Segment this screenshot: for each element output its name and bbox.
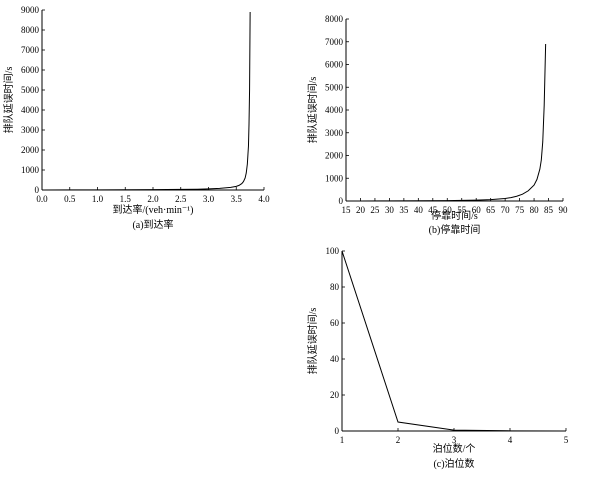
x-tick-label: 1.5 — [120, 194, 132, 204]
series-line — [341, 250, 567, 432]
chart-c: 1 2 3 4 5 0 20 40 60 80 100 泊位数/个 排队延误时间/s (c)泊位数 — [306, 246, 569, 470]
x-tick-label: 4.0 — [258, 194, 270, 204]
y-tick-label: 1000 — [325, 173, 344, 183]
y-tick-label: 7000 — [21, 45, 40, 55]
x-tick-label: 75 — [515, 205, 525, 215]
y-tick-label: 8000 — [325, 14, 344, 24]
series-line — [41, 11, 251, 191]
x-axis-label: 到达率/(veh·min⁻¹) — [112, 203, 193, 216]
x-tick-label: 0.5 — [64, 194, 76, 204]
x-tick-label: 60 — [472, 205, 482, 215]
x-tick-label: 15 — [342, 205, 352, 215]
x-tick-label: 3.0 — [203, 194, 215, 204]
y-tick-label: 3000 — [325, 128, 344, 138]
x-tick-label: 70 — [501, 205, 511, 215]
chart-a: 0.0 0.5 1.0 1.5 2.0 2.5 3.0 3.5 4.0 0 1000 2000 3000… — [2, 5, 270, 231]
x-tick-label: 2 — [396, 435, 401, 445]
x-tick-label: 3 — [452, 435, 457, 445]
x-tick-label: 50 — [443, 205, 453, 215]
series-line — [345, 44, 547, 202]
x-tick-label: 55 — [457, 205, 467, 215]
y-tick-label: 5000 — [325, 82, 344, 92]
y-axis-label: 排队延误时间/s — [306, 77, 319, 144]
x-tick-label: 2.0 — [147, 194, 159, 204]
y-tick-label: 20 — [330, 390, 340, 400]
y-tick-label: 80 — [330, 282, 340, 292]
x-tick-label: 20 — [356, 205, 366, 215]
y-axis-label: 排队延误时间/s — [306, 308, 319, 375]
x-tick-label: 45 — [428, 205, 438, 215]
y-tick-label: 3000 — [21, 125, 40, 135]
x-tick-label: 30 — [385, 205, 395, 215]
y-tick-label: 2000 — [21, 145, 40, 155]
x-axis-label: 停靠时间/s — [431, 209, 478, 222]
chart-b: 15 20 25 30 35 40 45 50 55 60 65 70 75 80 85 90 0 1000 200… — [306, 14, 568, 236]
x-tick-label: 90 — [559, 205, 569, 215]
x-tick-label: 4 — [508, 435, 513, 445]
x-tick-label: 3.5 — [231, 194, 243, 204]
y-tick-label: 6000 — [21, 65, 40, 75]
y-tick-label: 0 — [335, 426, 340, 436]
y-tick-label: 4000 — [21, 105, 40, 115]
x-tick-label: 1 — [340, 435, 345, 445]
x-tick-label: 35 — [399, 205, 409, 215]
x-tick-label: 80 — [530, 205, 540, 215]
x-tick-label: 5 — [564, 435, 569, 445]
y-axis-label: 排队延误时间/s — [2, 67, 15, 134]
y-tick-label: 8000 — [21, 25, 40, 35]
chart-caption: (b)停靠时间 — [429, 223, 481, 236]
x-tick-label: 65 — [486, 205, 496, 215]
chart-caption: (a)到达率 — [132, 218, 173, 231]
y-tick-label: 9000 — [21, 5, 40, 15]
x-tick-label: 25 — [370, 205, 380, 215]
y-tick-label: 0 — [339, 196, 344, 206]
y-tick-label: 2000 — [325, 151, 344, 161]
y-tick-label: 40 — [330, 354, 340, 364]
x-tick-label: 0.0 — [36, 194, 48, 204]
y-tick-label: 100 — [326, 246, 340, 256]
x-tick-label: 1.0 — [92, 194, 104, 204]
chart-caption: (c)泊位数 — [433, 457, 474, 470]
y-tick-label: 6000 — [325, 60, 344, 70]
y-tick-label: 0 — [35, 185, 40, 195]
y-tick-label: 60 — [330, 318, 340, 328]
x-tick-label: 2.5 — [175, 194, 187, 204]
x-tick-label: 40 — [414, 205, 424, 215]
x-axis-label: 泊位数/个 — [433, 442, 476, 455]
y-tick-label: 4000 — [325, 105, 344, 115]
y-tick-label: 7000 — [325, 37, 344, 47]
y-tick-label: 1000 — [21, 165, 40, 175]
y-tick-label: 5000 — [21, 85, 40, 95]
x-tick-label: 85 — [544, 205, 554, 215]
